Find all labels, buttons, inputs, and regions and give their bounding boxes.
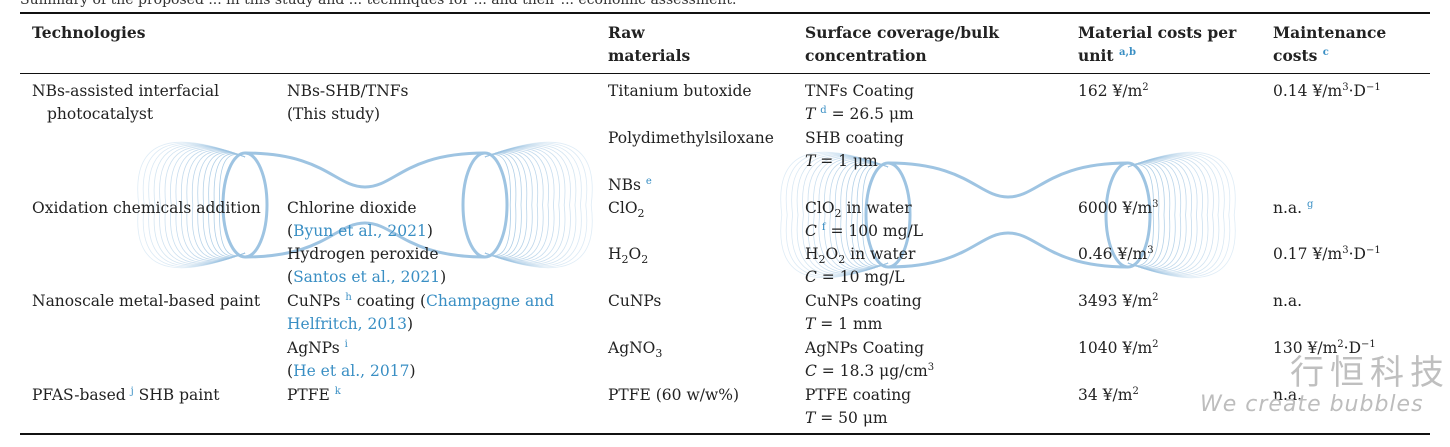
cost-agnps: 1040 ¥/m2 <box>1078 338 1159 357</box>
raw-clo2: ClO2 <box>608 199 645 221</box>
ref-link-byun[interactable]: Byun et al., 2021 <box>293 222 427 240</box>
watermark-chinese-text: 行恒科技 <box>1290 353 1450 393</box>
field-line-arc <box>484 142 588 268</box>
field-line-arc <box>484 143 582 267</box>
ref-link-santos[interactable]: Santos et al., 2021 <box>293 268 441 286</box>
field-line-arc <box>484 152 522 258</box>
ref-link-champagne[interactable]: Champagne and <box>426 292 555 310</box>
field-line-arc <box>484 150 539 260</box>
cost-h2o2: 0.46 ¥/m3 <box>1078 244 1154 263</box>
header-raw-materials: Raw materials <box>608 23 691 65</box>
maintenance-ptfe: n.a. <box>1273 386 1303 404</box>
maintenance-clo2: n.a. g <box>1273 198 1314 217</box>
bubble-cap-ellipse <box>461 151 509 259</box>
top-rule <box>20 12 1430 14</box>
table-caption-fragment: Summary of the proposed ... in this stud… <box>20 0 737 8</box>
coverage-agnps: AgNPs Coating C = 18.3 μg/cm3 <box>805 339 935 380</box>
maintenance-agnps: 130 ¥/m2·D−1 <box>1273 338 1376 357</box>
raw-h2o2: H2O2 <box>608 245 649 267</box>
field-line-arc <box>484 152 528 258</box>
tech-cunps-coating: CuNPs h coating (Champagne and Helfritch,… <box>287 291 555 333</box>
field-line-arc <box>484 149 544 261</box>
tech-nbs-shb-tnfs: NBs-SHB/TNFs (This study) <box>287 82 409 123</box>
cost-clo2: 6000 ¥/m3 <box>1078 198 1159 217</box>
coverage-ptfe: PTFE coating T = 50 μm <box>805 386 912 427</box>
raw-cunps: CuNPs <box>608 292 662 310</box>
cost-tnfs: 162 ¥/m2 <box>1078 81 1149 100</box>
field-line-arc <box>484 148 550 262</box>
ref-link-champagne-cont[interactable]: Helfritch, 2013 <box>287 315 407 333</box>
raw-nbs: NBs e <box>608 175 652 194</box>
header-material-costs: Material costs per unit a,b <box>1078 23 1237 65</box>
maintenance-tnfs: 0.14 ¥/m3·D−1 <box>1273 81 1381 100</box>
bottom-rule <box>20 433 1430 435</box>
maintenance-h2o2: 0.17 ¥/m3·D−1 <box>1273 244 1381 263</box>
tech-agnps: AgNPs i (He et al., 2017) <box>287 338 416 380</box>
field-line-arc <box>484 145 571 265</box>
coverage-cunps: CuNPs coating T = 1 mm <box>805 292 922 333</box>
header-technologies: Technologies <box>32 23 146 42</box>
coverage-h2o2: H2O2 in water C = 10 mg/L <box>805 245 916 286</box>
category-nanoscale-metal-paint: Nanoscale metal-based paint <box>32 292 261 310</box>
category-oxidation-chemicals: Oxidation chemicals addition <box>32 199 261 217</box>
field-line-arc <box>484 148 555 262</box>
raw-agno3: AgNO3 <box>608 339 663 361</box>
header-rule <box>20 73 1430 74</box>
tech-hydrogen-peroxide: Hydrogen peroxide (Santos et al., 2021) <box>287 245 447 286</box>
raw-titanium-butoxide: Titanium butoxide <box>608 82 752 100</box>
maintenance-cunps: n.a. <box>1273 292 1303 310</box>
field-line-arc <box>484 141 593 269</box>
tech-chlorine-dioxide: Chlorine dioxide (Byun et al., 2021) <box>287 199 433 240</box>
raw-ptfe: PTFE (60 w/w%) <box>608 386 739 404</box>
coverage-clo2: ClO2 in water C f = 100 mg/L <box>805 199 924 240</box>
watermark-english-text: We create bubbles <box>1200 392 1424 417</box>
field-line-arc <box>484 151 533 259</box>
field-line-arc <box>484 153 517 257</box>
field-line-arc <box>484 144 577 266</box>
cost-cunps: 3493 ¥/m2 <box>1078 291 1159 310</box>
raw-polydimethylsiloxane: Polydimethylsiloxane <box>608 129 774 147</box>
field-line-arc <box>484 147 560 263</box>
header-maintenance-costs: Maintenance costs c <box>1273 23 1387 65</box>
coverage-shb: SHB coating T = 1 μm <box>805 129 904 170</box>
tech-ptfe: PTFE k <box>287 385 341 404</box>
category-nbs-photocatalyst: NBs-assisted interfacial photocatalyst <box>32 82 220 123</box>
coverage-tnfs: TNFs Coating T d = 26.5 μm <box>805 82 915 123</box>
ref-link-he[interactable]: He et al., 2017 <box>293 362 410 380</box>
cost-ptfe: 34 ¥/m2 <box>1078 385 1139 404</box>
header-surface-coverage: Surface coverage/bulk concentration <box>805 23 999 65</box>
category-pfas-shb-paint: PFAS-based j SHB paint <box>32 385 220 404</box>
field-line-arc <box>484 146 566 264</box>
field-line-arc <box>484 154 511 256</box>
